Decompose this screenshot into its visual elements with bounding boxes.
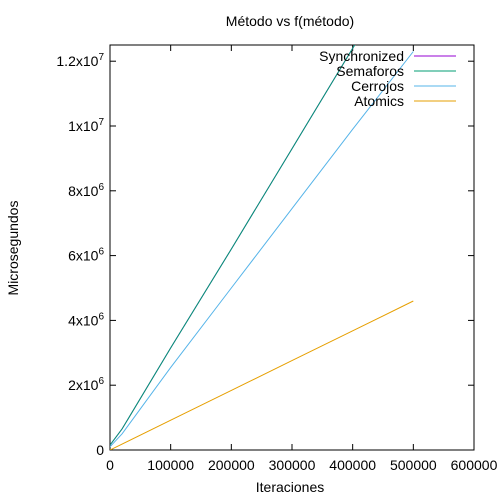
legend-label-cerrojos: Cerrojos: [351, 78, 404, 94]
x-tick-label: 500000: [390, 457, 437, 473]
chart-title: Método vs f(método): [226, 13, 354, 29]
y-tick-label: 8x106: [68, 182, 104, 199]
series-lines: [110, 45, 414, 450]
y-tick-label: 0: [96, 442, 104, 458]
legend-label-atomics: Atomics: [354, 93, 404, 109]
y-axis-label: Microsegundos: [5, 201, 21, 296]
x-tick-label: 100000: [147, 457, 194, 473]
x-tick-label: 600000: [451, 457, 498, 473]
x-tick-label: 300000: [269, 457, 316, 473]
x-tick-label: 0: [106, 457, 114, 473]
x-tick-label: 400000: [329, 457, 376, 473]
x-tick-label: 200000: [208, 457, 255, 473]
y-tick-label: 1.2x107: [56, 52, 104, 69]
series-line-atomics: [110, 300, 414, 450]
y-tick-label: 4x106: [68, 311, 104, 328]
y-axis-ticks: 0 2x106 4x106 6x106 8x106 1x107 1.2x107: [56, 52, 474, 458]
x-axis-label: Iteraciones: [256, 479, 324, 495]
series-line-cerrojos: [110, 51, 414, 448]
plot-border: [109, 44, 475, 451]
y-tick-label: 2x106: [68, 376, 104, 393]
legend-label-synchronized: Synchronized: [319, 48, 404, 64]
y-tick-label: 1x107: [68, 117, 104, 134]
legend-label-semaforos: Semaforos: [336, 63, 404, 79]
series-line-semaforos: [110, 45, 356, 446]
y-tick-label: 6x106: [68, 247, 104, 264]
axes: [109, 44, 475, 451]
x-axis-ticks: 0 100000 200000 300000 400000 500000 600000: [106, 45, 498, 473]
